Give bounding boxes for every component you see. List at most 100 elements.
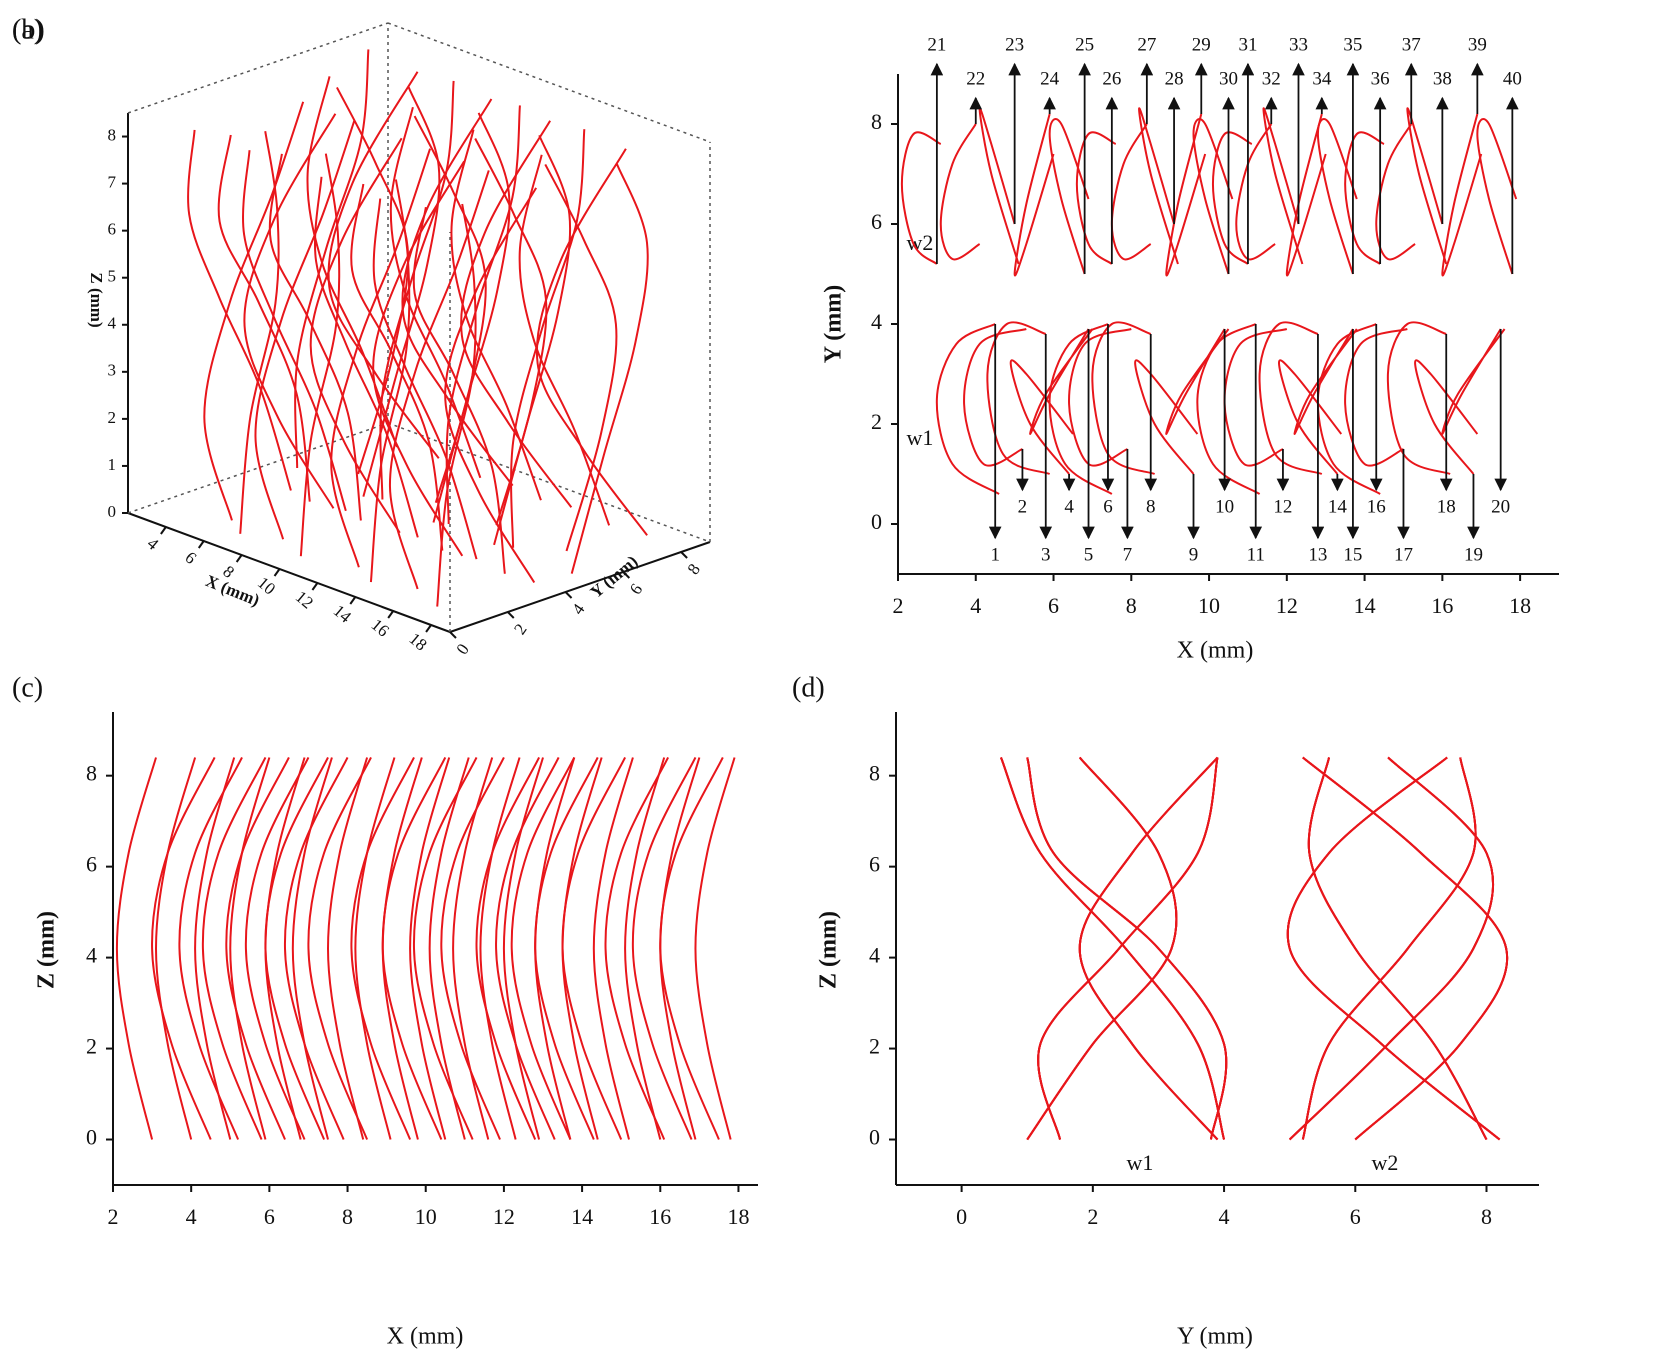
fiber-curve	[326, 757, 369, 1140]
fiber-curve	[1476, 118, 1518, 275]
fiber-label: 1	[990, 544, 1000, 565]
x-tick-label: 8	[1126, 593, 1137, 618]
fiber-curve	[1037, 757, 1219, 1140]
fiber-curve	[1301, 757, 1477, 1140]
x-tick	[160, 526, 167, 535]
fiber-label: 20	[1491, 496, 1510, 517]
fiber-curve	[1286, 756, 1501, 1141]
y-axis-title: Z (mm)	[34, 911, 60, 989]
fiber-curve	[1441, 113, 1483, 277]
fiber-curve-3d	[460, 120, 573, 508]
fiber-label: 21	[927, 34, 946, 55]
x-axis-title: Y (mm)	[1177, 1324, 1253, 1350]
fiber-curve-3d	[544, 163, 618, 552]
y-tick-label: 4	[869, 943, 880, 968]
fiber-curve	[194, 757, 236, 1140]
fiber-curve	[1026, 756, 1178, 1141]
z-tick-label: 7	[108, 172, 117, 191]
fiber-curve	[1138, 107, 1179, 265]
fiber-curve	[428, 757, 470, 1140]
fiber-curve	[963, 328, 1027, 467]
y-tick	[507, 611, 515, 619]
x-tick	[311, 582, 319, 591]
fiber-curve	[283, 757, 349, 1140]
fiber-curve	[659, 757, 724, 1140]
fiber-label: 29	[1192, 34, 1211, 55]
x-tick	[235, 554, 243, 563]
fiber-curve	[1258, 321, 1323, 475]
fiber-curve	[1386, 321, 1451, 475]
fiber-label: 19	[1464, 544, 1483, 565]
fiber-curve	[1075, 131, 1117, 265]
x-tick-label: 4	[970, 593, 981, 618]
fiber-curve-3d	[336, 86, 410, 475]
fiber-curve	[154, 757, 197, 1140]
fiber-curve	[1278, 359, 1343, 475]
x-tick-label: 6	[181, 548, 200, 568]
z-axis-title: Z (mm)	[87, 272, 106, 327]
fiber-curve	[1293, 328, 1358, 436]
fiber-curve	[1302, 756, 1509, 1141]
fiber-curve-3d	[510, 129, 586, 548]
fiber-curve	[1134, 359, 1199, 475]
x-tick-label: 6	[1048, 593, 1059, 618]
y-tick	[449, 631, 457, 639]
z-tick-label: 1	[108, 455, 117, 474]
fiber-curve	[1000, 757, 1226, 1140]
x-axis-title: X (mm)	[203, 571, 262, 610]
z-tick-label: 2	[108, 408, 117, 427]
fiber-curve	[1013, 113, 1055, 277]
fiber-curve-3d	[306, 76, 398, 448]
fiber-label: 24	[1040, 68, 1060, 89]
z-tick-label: 0	[108, 502, 117, 521]
fiber-curve	[510, 757, 576, 1140]
fiber-curve-3d	[327, 71, 440, 459]
x-tick-label: 2	[108, 1204, 119, 1229]
fiber-label: 37	[1402, 34, 1421, 55]
fiber-label: 25	[1075, 34, 1094, 55]
fiber-curve	[1286, 756, 1501, 1141]
fiber-label: 17	[1394, 544, 1413, 565]
y-tick-label: 0	[452, 640, 472, 658]
fiber-curve	[440, 757, 505, 1140]
fiber-curve	[291, 757, 333, 1140]
fiber-curve	[1026, 757, 1228, 1140]
fiber-curve	[1192, 118, 1234, 275]
y-tick	[564, 591, 573, 599]
fiber-curve	[1078, 756, 1219, 1141]
fiber-curve	[1307, 757, 1488, 1141]
fiber-curve	[939, 123, 981, 261]
fiber-curve-3d	[299, 153, 341, 557]
y-tick-label: 8	[684, 560, 704, 578]
fiber-label: 6	[1103, 496, 1113, 517]
fiber-curve	[1000, 757, 1226, 1140]
y-tick-label: 4	[568, 600, 589, 618]
fiber-curve	[986, 321, 1051, 475]
fiber-curve	[1344, 328, 1408, 467]
fiber-label: 23	[1005, 34, 1024, 55]
fiber-label: 11	[1247, 544, 1265, 565]
fiber-label: 38	[1433, 68, 1452, 89]
fiber-curve	[409, 757, 451, 1140]
fiber-curve	[1026, 756, 1178, 1141]
fiber-curve-3d	[445, 105, 521, 525]
fiber-curve	[1406, 107, 1448, 265]
y-tick-label: 2	[871, 409, 882, 434]
x-tick-label: 18	[1509, 593, 1531, 618]
y-tick-label: 2	[869, 1034, 880, 1059]
fiber-curve	[1048, 323, 1113, 495]
panel-label: (b)	[12, 14, 45, 45]
fiber-curve	[1316, 323, 1381, 495]
fiber-curve	[604, 757, 669, 1140]
box-edge	[387, 422, 711, 543]
fiber-curve-3d	[217, 134, 311, 502]
fiber-curve-3d	[432, 112, 511, 523]
z-tick-label: 4	[108, 314, 117, 333]
fiber-curve	[1078, 756, 1219, 1141]
x-tick-label: 10	[1198, 593, 1220, 618]
y-tick-label: 0	[869, 1125, 880, 1150]
annotation: w2	[1372, 1150, 1399, 1175]
fiber-label: 31	[1238, 34, 1257, 55]
fiber-curve	[534, 757, 576, 1140]
box-edge	[127, 22, 389, 114]
